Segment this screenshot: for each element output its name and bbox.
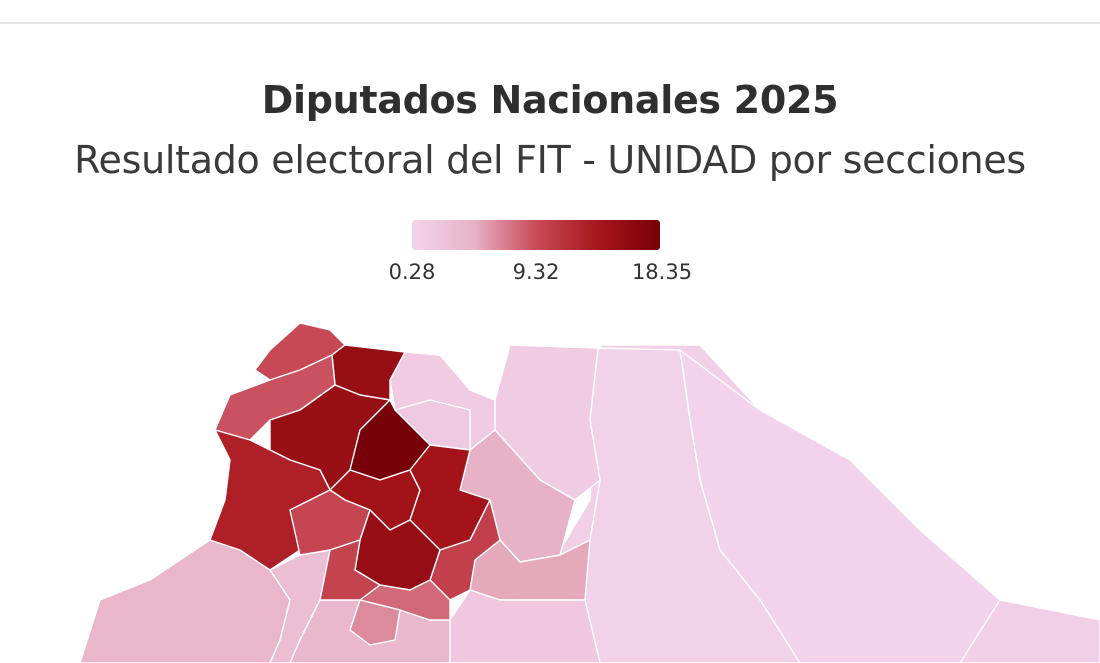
legend-min-label: 0.28 [388,260,436,284]
legend-mid-label: 9.32 [512,260,560,284]
map-title: Diputados Nacionales 2025 [261,78,839,122]
map-subtitle: Resultado electoral del FIT - UNIDAD por… [74,138,1026,182]
color-legend-bar [412,220,660,250]
region-south-pale-strip[interactable] [449,589,601,663]
choropleth-map [79,322,1100,663]
region-south-small-2[interactable] [349,599,401,646]
legend-max-label: 18.35 [631,260,693,284]
top-divider [0,22,1100,24]
region-west-band[interactable] [214,354,336,441]
